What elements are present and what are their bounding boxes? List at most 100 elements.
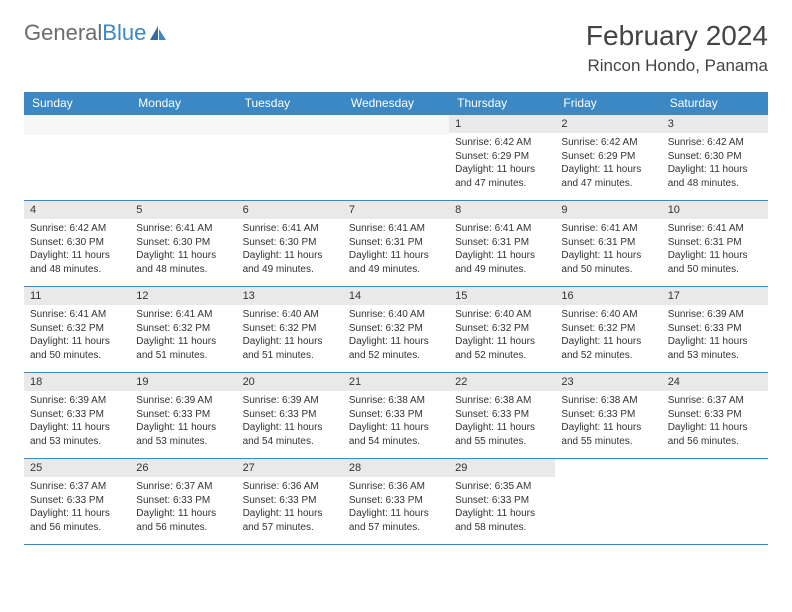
sunset-text: Sunset: 6:33 PM xyxy=(349,494,443,508)
logo-text-general: General xyxy=(24,20,102,46)
day-content: Sunrise: 6:38 AMSunset: 6:33 PMDaylight:… xyxy=(343,391,449,451)
dayname: Monday xyxy=(130,92,236,115)
daylight-text: Daylight: 11 hours and 52 minutes. xyxy=(561,335,655,362)
day-number: 10 xyxy=(662,201,768,219)
calendar-cell: 13Sunrise: 6:40 AMSunset: 6:32 PMDayligh… xyxy=(237,287,343,373)
sunrise-text: Sunrise: 6:42 AM xyxy=(455,136,549,150)
daylight-text: Daylight: 11 hours and 54 minutes. xyxy=(243,421,337,448)
daylight-text: Daylight: 11 hours and 53 minutes. xyxy=(136,421,230,448)
day-content: Sunrise: 6:42 AMSunset: 6:30 PMDaylight:… xyxy=(24,219,130,279)
sunset-text: Sunset: 6:33 PM xyxy=(243,494,337,508)
logo-text-blue: Blue xyxy=(102,20,146,46)
sunrise-text: Sunrise: 6:37 AM xyxy=(30,480,124,494)
day-number: 6 xyxy=(237,201,343,219)
day-content: Sunrise: 6:36 AMSunset: 6:33 PMDaylight:… xyxy=(237,477,343,537)
day-number: 9 xyxy=(555,201,661,219)
sunrise-text: Sunrise: 6:37 AM xyxy=(136,480,230,494)
day-number: 21 xyxy=(343,373,449,391)
calendar-cell: 3Sunrise: 6:42 AMSunset: 6:30 PMDaylight… xyxy=(662,115,768,201)
day-content: Sunrise: 6:37 AMSunset: 6:33 PMDaylight:… xyxy=(130,477,236,537)
daylight-text: Daylight: 11 hours and 57 minutes. xyxy=(349,507,443,534)
day-content: Sunrise: 6:38 AMSunset: 6:33 PMDaylight:… xyxy=(555,391,661,451)
day-content: Sunrise: 6:39 AMSunset: 6:33 PMDaylight:… xyxy=(237,391,343,451)
sunrise-text: Sunrise: 6:41 AM xyxy=(668,222,762,236)
sunrise-text: Sunrise: 6:39 AM xyxy=(243,394,337,408)
sunrise-text: Sunrise: 6:38 AM xyxy=(349,394,443,408)
day-content: Sunrise: 6:39 AMSunset: 6:33 PMDaylight:… xyxy=(24,391,130,451)
calendar-cell xyxy=(662,459,768,545)
sunrise-text: Sunrise: 6:42 AM xyxy=(30,222,124,236)
sunset-text: Sunset: 6:33 PM xyxy=(136,494,230,508)
dayname: Sunday xyxy=(24,92,130,115)
calendar-cell: 25Sunrise: 6:37 AMSunset: 6:33 PMDayligh… xyxy=(24,459,130,545)
sunset-text: Sunset: 6:31 PM xyxy=(561,236,655,250)
sunrise-text: Sunrise: 6:41 AM xyxy=(136,222,230,236)
day-content: Sunrise: 6:41 AMSunset: 6:31 PMDaylight:… xyxy=(343,219,449,279)
daylight-text: Daylight: 11 hours and 55 minutes. xyxy=(561,421,655,448)
day-content: Sunrise: 6:39 AMSunset: 6:33 PMDaylight:… xyxy=(662,305,768,365)
sunset-text: Sunset: 6:33 PM xyxy=(561,408,655,422)
day-content: Sunrise: 6:40 AMSunset: 6:32 PMDaylight:… xyxy=(449,305,555,365)
daylight-text: Daylight: 11 hours and 55 minutes. xyxy=(455,421,549,448)
sunrise-text: Sunrise: 6:35 AM xyxy=(455,480,549,494)
daylight-text: Daylight: 11 hours and 47 minutes. xyxy=(561,163,655,190)
sunset-text: Sunset: 6:29 PM xyxy=(455,150,549,164)
calendar-cell: 15Sunrise: 6:40 AMSunset: 6:32 PMDayligh… xyxy=(449,287,555,373)
day-content: Sunrise: 6:41 AMSunset: 6:31 PMDaylight:… xyxy=(662,219,768,279)
calendar-cell: 6Sunrise: 6:41 AMSunset: 6:30 PMDaylight… xyxy=(237,201,343,287)
calendar-cell: 26Sunrise: 6:37 AMSunset: 6:33 PMDayligh… xyxy=(130,459,236,545)
calendar-cell: 12Sunrise: 6:41 AMSunset: 6:32 PMDayligh… xyxy=(130,287,236,373)
day-number: 1 xyxy=(449,115,555,133)
calendar-cell xyxy=(237,115,343,201)
calendar-cell xyxy=(24,115,130,201)
day-number: 26 xyxy=(130,459,236,477)
calendar-cell: 18Sunrise: 6:39 AMSunset: 6:33 PMDayligh… xyxy=(24,373,130,459)
calendar-week: 1Sunrise: 6:42 AMSunset: 6:29 PMDaylight… xyxy=(24,115,768,201)
sunrise-text: Sunrise: 6:41 AM xyxy=(243,222,337,236)
sunset-text: Sunset: 6:31 PM xyxy=(349,236,443,250)
daylight-text: Daylight: 11 hours and 51 minutes. xyxy=(243,335,337,362)
sunset-text: Sunset: 6:32 PM xyxy=(455,322,549,336)
daylight-text: Daylight: 11 hours and 50 minutes. xyxy=(30,335,124,362)
daylight-text: Daylight: 11 hours and 51 minutes. xyxy=(136,335,230,362)
calendar-cell: 7Sunrise: 6:41 AMSunset: 6:31 PMDaylight… xyxy=(343,201,449,287)
day-number: 7 xyxy=(343,201,449,219)
daylight-text: Daylight: 11 hours and 48 minutes. xyxy=(136,249,230,276)
day-content: Sunrise: 6:40 AMSunset: 6:32 PMDaylight:… xyxy=(555,305,661,365)
calendar-cell: 20Sunrise: 6:39 AMSunset: 6:33 PMDayligh… xyxy=(237,373,343,459)
sunrise-text: Sunrise: 6:38 AM xyxy=(561,394,655,408)
daylight-text: Daylight: 11 hours and 47 minutes. xyxy=(455,163,549,190)
daylight-text: Daylight: 11 hours and 49 minutes. xyxy=(349,249,443,276)
empty-cell xyxy=(237,115,343,135)
calendar-cell: 2Sunrise: 6:42 AMSunset: 6:29 PMDaylight… xyxy=(555,115,661,201)
location: Rincon Hondo, Panama xyxy=(586,56,768,76)
sunset-text: Sunset: 6:33 PM xyxy=(243,408,337,422)
day-content: Sunrise: 6:36 AMSunset: 6:33 PMDaylight:… xyxy=(343,477,449,537)
daylight-text: Daylight: 11 hours and 49 minutes. xyxy=(243,249,337,276)
day-number: 28 xyxy=(343,459,449,477)
sunrise-text: Sunrise: 6:37 AM xyxy=(668,394,762,408)
daylight-text: Daylight: 11 hours and 53 minutes. xyxy=(668,335,762,362)
sunrise-text: Sunrise: 6:41 AM xyxy=(349,222,443,236)
sunrise-text: Sunrise: 6:40 AM xyxy=(243,308,337,322)
empty-cell xyxy=(24,115,130,135)
dayname: Saturday xyxy=(662,92,768,115)
day-content: Sunrise: 6:38 AMSunset: 6:33 PMDaylight:… xyxy=(449,391,555,451)
daylight-text: Daylight: 11 hours and 52 minutes. xyxy=(455,335,549,362)
day-number: 12 xyxy=(130,287,236,305)
calendar-week: 4Sunrise: 6:42 AMSunset: 6:30 PMDaylight… xyxy=(24,201,768,287)
day-number: 27 xyxy=(237,459,343,477)
day-content: Sunrise: 6:42 AMSunset: 6:29 PMDaylight:… xyxy=(555,133,661,193)
day-number: 22 xyxy=(449,373,555,391)
sunset-text: Sunset: 6:33 PM xyxy=(349,408,443,422)
day-content: Sunrise: 6:35 AMSunset: 6:33 PMDaylight:… xyxy=(449,477,555,537)
calendar-cell: 4Sunrise: 6:42 AMSunset: 6:30 PMDaylight… xyxy=(24,201,130,287)
sunrise-text: Sunrise: 6:39 AM xyxy=(668,308,762,322)
daylight-text: Daylight: 11 hours and 57 minutes. xyxy=(243,507,337,534)
day-number: 3 xyxy=(662,115,768,133)
sunset-text: Sunset: 6:33 PM xyxy=(455,494,549,508)
calendar-cell: 17Sunrise: 6:39 AMSunset: 6:33 PMDayligh… xyxy=(662,287,768,373)
day-content: Sunrise: 6:37 AMSunset: 6:33 PMDaylight:… xyxy=(662,391,768,451)
daylight-text: Daylight: 11 hours and 56 minutes. xyxy=(668,421,762,448)
calendar-cell: 22Sunrise: 6:38 AMSunset: 6:33 PMDayligh… xyxy=(449,373,555,459)
